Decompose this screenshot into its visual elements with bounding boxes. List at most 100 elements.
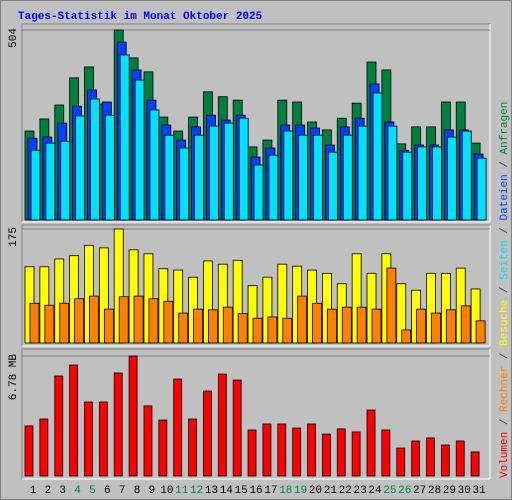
bar (417, 146, 428, 221)
bar (104, 114, 115, 221)
x-tick-label: 30 (458, 485, 471, 497)
bar (217, 263, 228, 344)
bar (90, 98, 100, 221)
x-tick-label: 17 (264, 485, 277, 497)
bar (45, 142, 56, 221)
bar (431, 312, 441, 344)
x-tick-label: 19 (294, 485, 307, 497)
x-tick-label: 7 (119, 485, 126, 497)
x-tick-label: 8 (134, 485, 141, 497)
bar (470, 288, 481, 344)
bar (356, 306, 367, 344)
y-tick-label: 6.78 MB (8, 354, 20, 401)
bar (193, 308, 203, 344)
bar (178, 312, 189, 344)
x-tick-label: 14 (220, 485, 234, 497)
x-tick-label: 29 (443, 485, 456, 497)
bar (103, 308, 114, 344)
bar (262, 276, 273, 344)
legend-separator: / (499, 280, 511, 300)
x-tick-label: 27 (413, 485, 426, 497)
bar (267, 316, 278, 344)
bar (84, 401, 93, 477)
x-tick-label: 31 (472, 485, 486, 497)
bar (134, 79, 145, 221)
bar (366, 409, 376, 477)
x-tick-label: 20 (309, 485, 322, 497)
bar (371, 308, 382, 344)
bar (476, 157, 487, 221)
bar (69, 364, 79, 477)
bar (351, 253, 362, 344)
bar (203, 260, 213, 344)
bar (401, 329, 412, 344)
legend-entry: Dateien (499, 174, 511, 220)
bar (30, 149, 41, 221)
bar (148, 298, 159, 344)
bar (203, 390, 212, 477)
bar (98, 247, 109, 344)
bar (351, 431, 361, 477)
bar (133, 295, 144, 344)
bar (460, 305, 471, 344)
x-tick-label: 10 (160, 485, 173, 497)
x-tick-label: 23 (354, 485, 367, 497)
bar (461, 130, 472, 221)
bar (298, 134, 309, 221)
bar (113, 372, 123, 477)
bar (396, 447, 406, 477)
bar (357, 125, 368, 221)
bar (194, 134, 204, 221)
bar (164, 134, 175, 221)
x-tick-label: 28 (428, 485, 441, 497)
bar (440, 272, 451, 344)
bar (173, 269, 184, 344)
bar (283, 130, 294, 221)
bar (75, 115, 86, 221)
bar (44, 304, 55, 344)
bar (39, 418, 49, 477)
bar (445, 309, 456, 344)
bar (118, 296, 129, 344)
x-tick-label: 5 (89, 485, 96, 497)
x-tick-label: 22 (339, 485, 352, 497)
y-tick-label: 504 (8, 28, 20, 48)
bar (158, 419, 168, 477)
x-tick-label: 2 (45, 485, 52, 497)
x-tick-label: 16 (249, 485, 262, 497)
bar (247, 429, 257, 477)
x-tick-label: 24 (368, 485, 382, 497)
x-tick-label: 9 (149, 485, 156, 497)
bar (253, 164, 264, 221)
bar (98, 401, 108, 477)
bar (321, 272, 332, 344)
legend-separator: / (499, 412, 511, 432)
bar (59, 302, 70, 344)
bar (223, 122, 234, 221)
bar (149, 109, 160, 221)
bar (327, 151, 338, 221)
legend-separator: / (499, 346, 511, 366)
bar (396, 283, 407, 344)
bar (179, 147, 190, 221)
bar (336, 428, 346, 477)
bar (247, 285, 258, 344)
x-tick-label: 26 (398, 485, 411, 497)
bar (237, 313, 248, 344)
legend-entry: Rechner (499, 366, 511, 412)
bar (252, 317, 263, 344)
bar (113, 228, 124, 344)
bar (416, 308, 427, 344)
bar (143, 405, 153, 477)
legend-entry: Anfragen (499, 102, 511, 155)
bar (470, 451, 480, 477)
x-tick-label: 18 (279, 485, 292, 497)
x-tick-label: 15 (235, 485, 248, 497)
bar (426, 437, 435, 477)
x-tick-label: 4 (74, 485, 81, 497)
x-tick-label: 1 (30, 485, 37, 497)
legend-separator: / (499, 154, 511, 174)
bar (262, 423, 272, 477)
bar (341, 306, 352, 344)
bar (366, 272, 377, 344)
